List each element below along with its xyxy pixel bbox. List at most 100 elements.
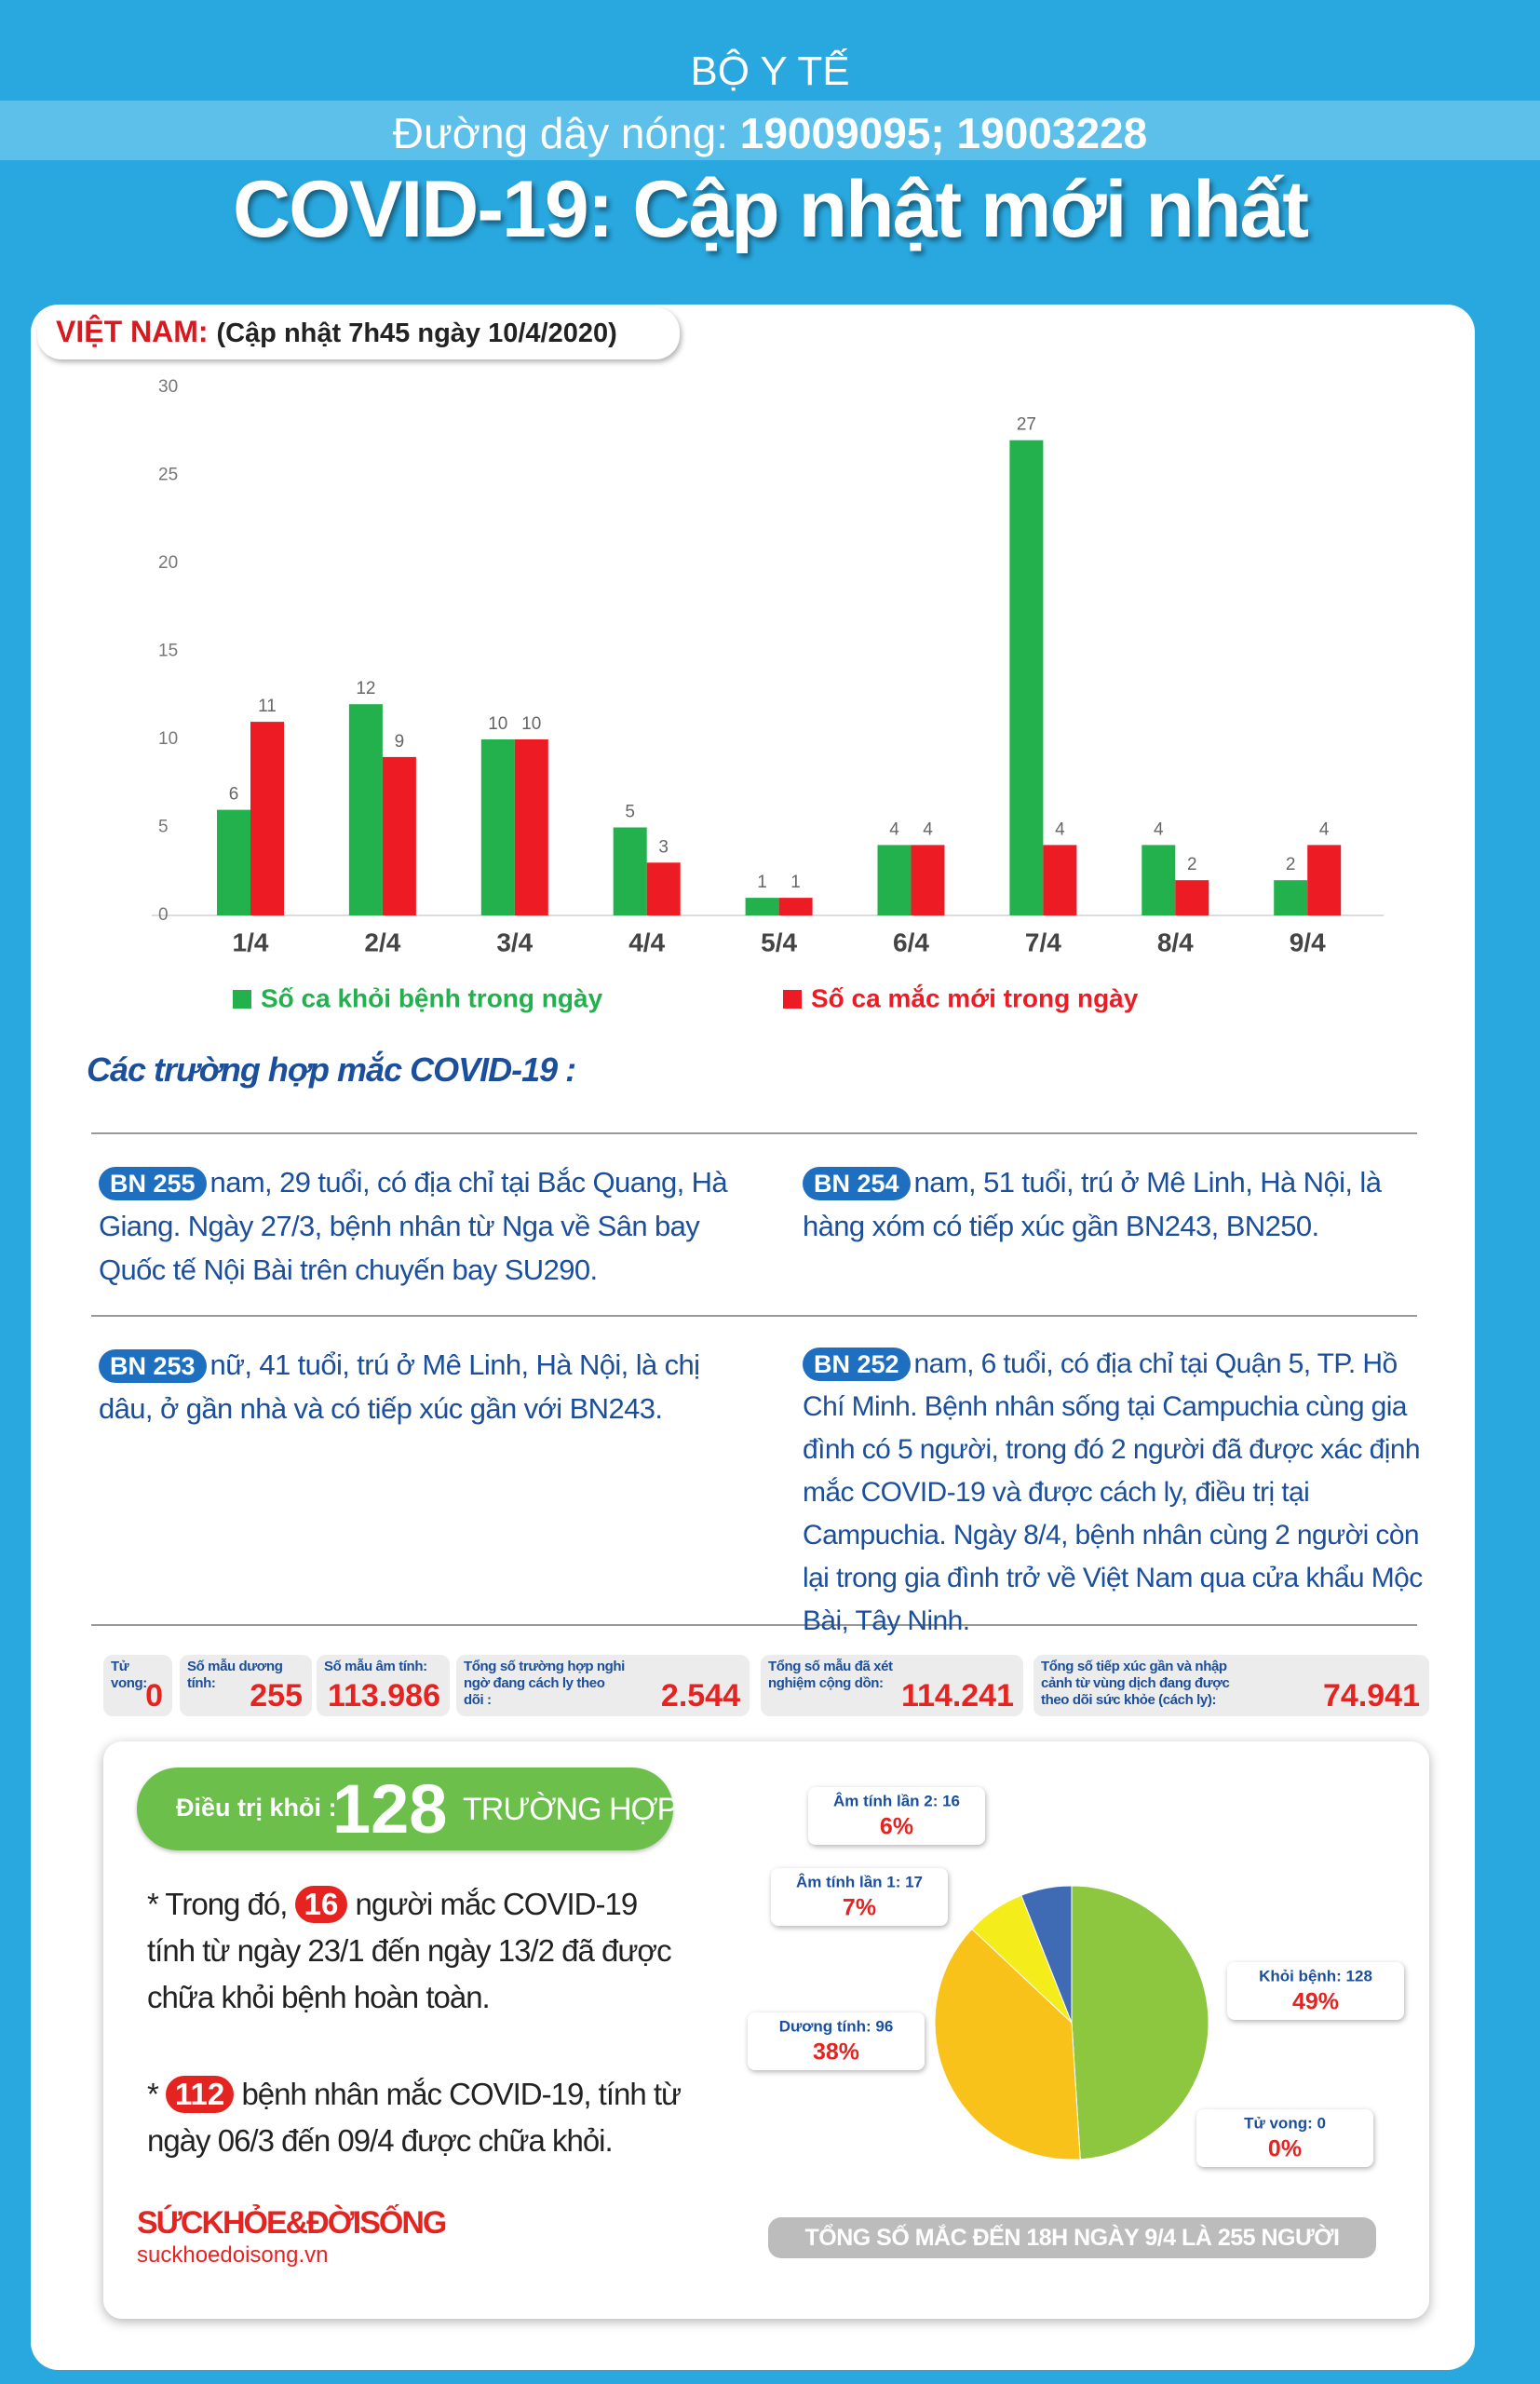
- value-label: 10: [488, 714, 507, 734]
- bar: [250, 722, 284, 915]
- value-label: 9: [395, 732, 405, 752]
- value-label: 27: [1017, 415, 1036, 435]
- recovery-label: Điều trị khỏi :: [176, 1794, 337, 1822]
- y-tick-label: 10: [158, 729, 178, 749]
- y-tick-label: 0: [158, 905, 169, 925]
- case-text: nam, 29 tuổi, có địa chỉ tại Bắc Quang, …: [99, 1166, 728, 1286]
- bar: [911, 845, 945, 915]
- pie-slice: [1071, 1885, 1209, 2160]
- pie-label-box: [808, 1787, 985, 1845]
- pie-value-label: 6%: [880, 1814, 913, 1840]
- y-tick-label: 25: [158, 466, 178, 485]
- x-tick-label: 7/4: [1025, 928, 1061, 956]
- note-count: 112: [166, 2076, 235, 2113]
- value-label: 4: [1319, 820, 1330, 839]
- case: BN 253 nữ, 41 tuổi, trú ở Mê Linh, Hà Nội…: [99, 1343, 741, 1430]
- main-title: COVID-19: Cập nhật mới nhất: [233, 165, 1309, 254]
- pie-label-box: [771, 1868, 948, 1926]
- chart-subtitle: (Cập nhật 7h45 ngày 10/4/2020): [216, 318, 617, 348]
- logo: SỨCKHỎE&ĐỜISỐNG: [137, 2205, 447, 2241]
- value-label: 3: [658, 837, 669, 857]
- bar: [217, 809, 250, 915]
- legend-swatch: [783, 990, 802, 1009]
- x-tick-label: 5/4: [761, 928, 797, 956]
- bar: [1141, 845, 1176, 915]
- stat-value: 113.986: [327, 1678, 440, 1714]
- recovery-count: 128: [332, 1770, 448, 1848]
- case: BN 252 nam, 6 tuổi, có địa chỉ tại Quận 5…: [803, 1343, 1445, 1643]
- x-tick-label: 6/4: [893, 928, 929, 956]
- hotline: 19009095; 19003228: [739, 109, 1148, 157]
- bar: [348, 704, 383, 915]
- case-id: BN 253: [99, 1349, 207, 1383]
- stat-value: 2.544: [660, 1678, 740, 1714]
- bar: [1175, 880, 1209, 915]
- x-tick-label: 1/4: [233, 928, 269, 956]
- pie-label: Khỏi bệnh: 128: [1259, 1967, 1372, 1984]
- stat-value: 0: [145, 1678, 163, 1714]
- bar: [646, 862, 681, 915]
- value-label: 4: [1055, 820, 1065, 839]
- value-label: 1: [757, 873, 767, 892]
- case-id: BN 255: [99, 1167, 207, 1200]
- rule: [91, 1624, 1417, 1626]
- pie-label: Âm tính lần 2: 16: [833, 1792, 960, 1809]
- bar: [613, 827, 647, 915]
- rule: [91, 1315, 1417, 1317]
- y-tick-label: 15: [158, 642, 178, 661]
- stat-label: Tổng số trường hợp nghi ngờ đang cách ly…: [464, 1659, 625, 1708]
- recovery-unit: TRƯỜNG HỢP: [463, 1792, 678, 1827]
- pie-value-label: 7%: [843, 1895, 876, 1921]
- stat-box: Số mẫu âm tính: 113.986: [317, 1655, 450, 1716]
- legend-label: Số ca mắc mới trong ngày: [811, 983, 1139, 1012]
- bar: [1009, 440, 1044, 915]
- hotline-band: [0, 101, 1540, 160]
- note-text: bệnh nhân mắc COVID-19, tính từ ngày 06/…: [147, 2077, 682, 2158]
- value-label: 1: [790, 873, 801, 892]
- pie-label-box: [1227, 1962, 1404, 2020]
- pie-label: Tử vong: 0: [1244, 2114, 1326, 2132]
- stat-box: Tổng số tiếp xúc gần và nhập cảnh từ vùn…: [1033, 1655, 1429, 1716]
- note-prefix: * Trong đó,: [147, 1887, 288, 1921]
- chart-title: VIỆT NAM:: [56, 315, 209, 348]
- bar: [877, 845, 912, 915]
- pie-value-label: 38%: [813, 2039, 859, 2066]
- case-id: BN 252: [803, 1348, 911, 1381]
- bar: [1307, 845, 1342, 915]
- case-text: nữ, 41 tuổi, trú ở Mê Linh, Hà Nội, là c…: [99, 1348, 700, 1425]
- case: BN 254 nam, 51 tuổi, trú ở Mê Linh, Hà Nộ…: [803, 1160, 1445, 1248]
- bar: [480, 739, 515, 915]
- x-tick-label: 4/4: [628, 928, 665, 956]
- stat-value: 255: [250, 1678, 303, 1714]
- pie-label-box: [748, 2012, 925, 2070]
- value-label: 4: [889, 820, 899, 839]
- note-text: người mắc COVID-19 tính từ ngày 23/1 đến…: [147, 1887, 672, 2014]
- pie-label-box: [1196, 2109, 1373, 2167]
- x-tick-label: 2/4: [364, 928, 400, 956]
- pie-value-label: 0%: [1268, 2136, 1302, 2162]
- stat-value: 114.241: [900, 1678, 1014, 1714]
- org: BỘ Y TẾ: [690, 48, 850, 94]
- stat-value: 74.941: [1323, 1678, 1420, 1714]
- site: suckhoedoisong.vn: [137, 2242, 329, 2268]
- pie-slice: [1020, 1885, 1073, 2024]
- pie-label: Âm tính lần 1: 17: [796, 1873, 923, 1890]
- stat-label: Tử vong:: [111, 1659, 147, 1691]
- x-tick-label: 8/4: [1157, 928, 1194, 956]
- y-tick-label: 30: [158, 377, 178, 397]
- y-tick-label: 5: [158, 818, 169, 837]
- stat-box: Tổng số mẫu đã xét nghiệm cộng dồn: 114.2…: [761, 1655, 1023, 1716]
- note-count: 16: [294, 1886, 348, 1923]
- value-label: 12: [356, 679, 375, 698]
- cases-heading: Các trường hợp mắc COVID-19 :: [87, 1050, 576, 1089]
- pie-value-label: 49%: [1292, 1989, 1339, 2015]
- bar: [778, 898, 813, 915]
- stat-box: Số mẫu dương tính: 255: [180, 1655, 312, 1716]
- value-label: 4: [923, 820, 933, 839]
- hotline-line: Đường dây nóng: 19009095; 19003228: [0, 108, 1540, 158]
- case-id: BN 254: [803, 1167, 911, 1200]
- bar: [1274, 880, 1308, 915]
- bar: [382, 756, 416, 915]
